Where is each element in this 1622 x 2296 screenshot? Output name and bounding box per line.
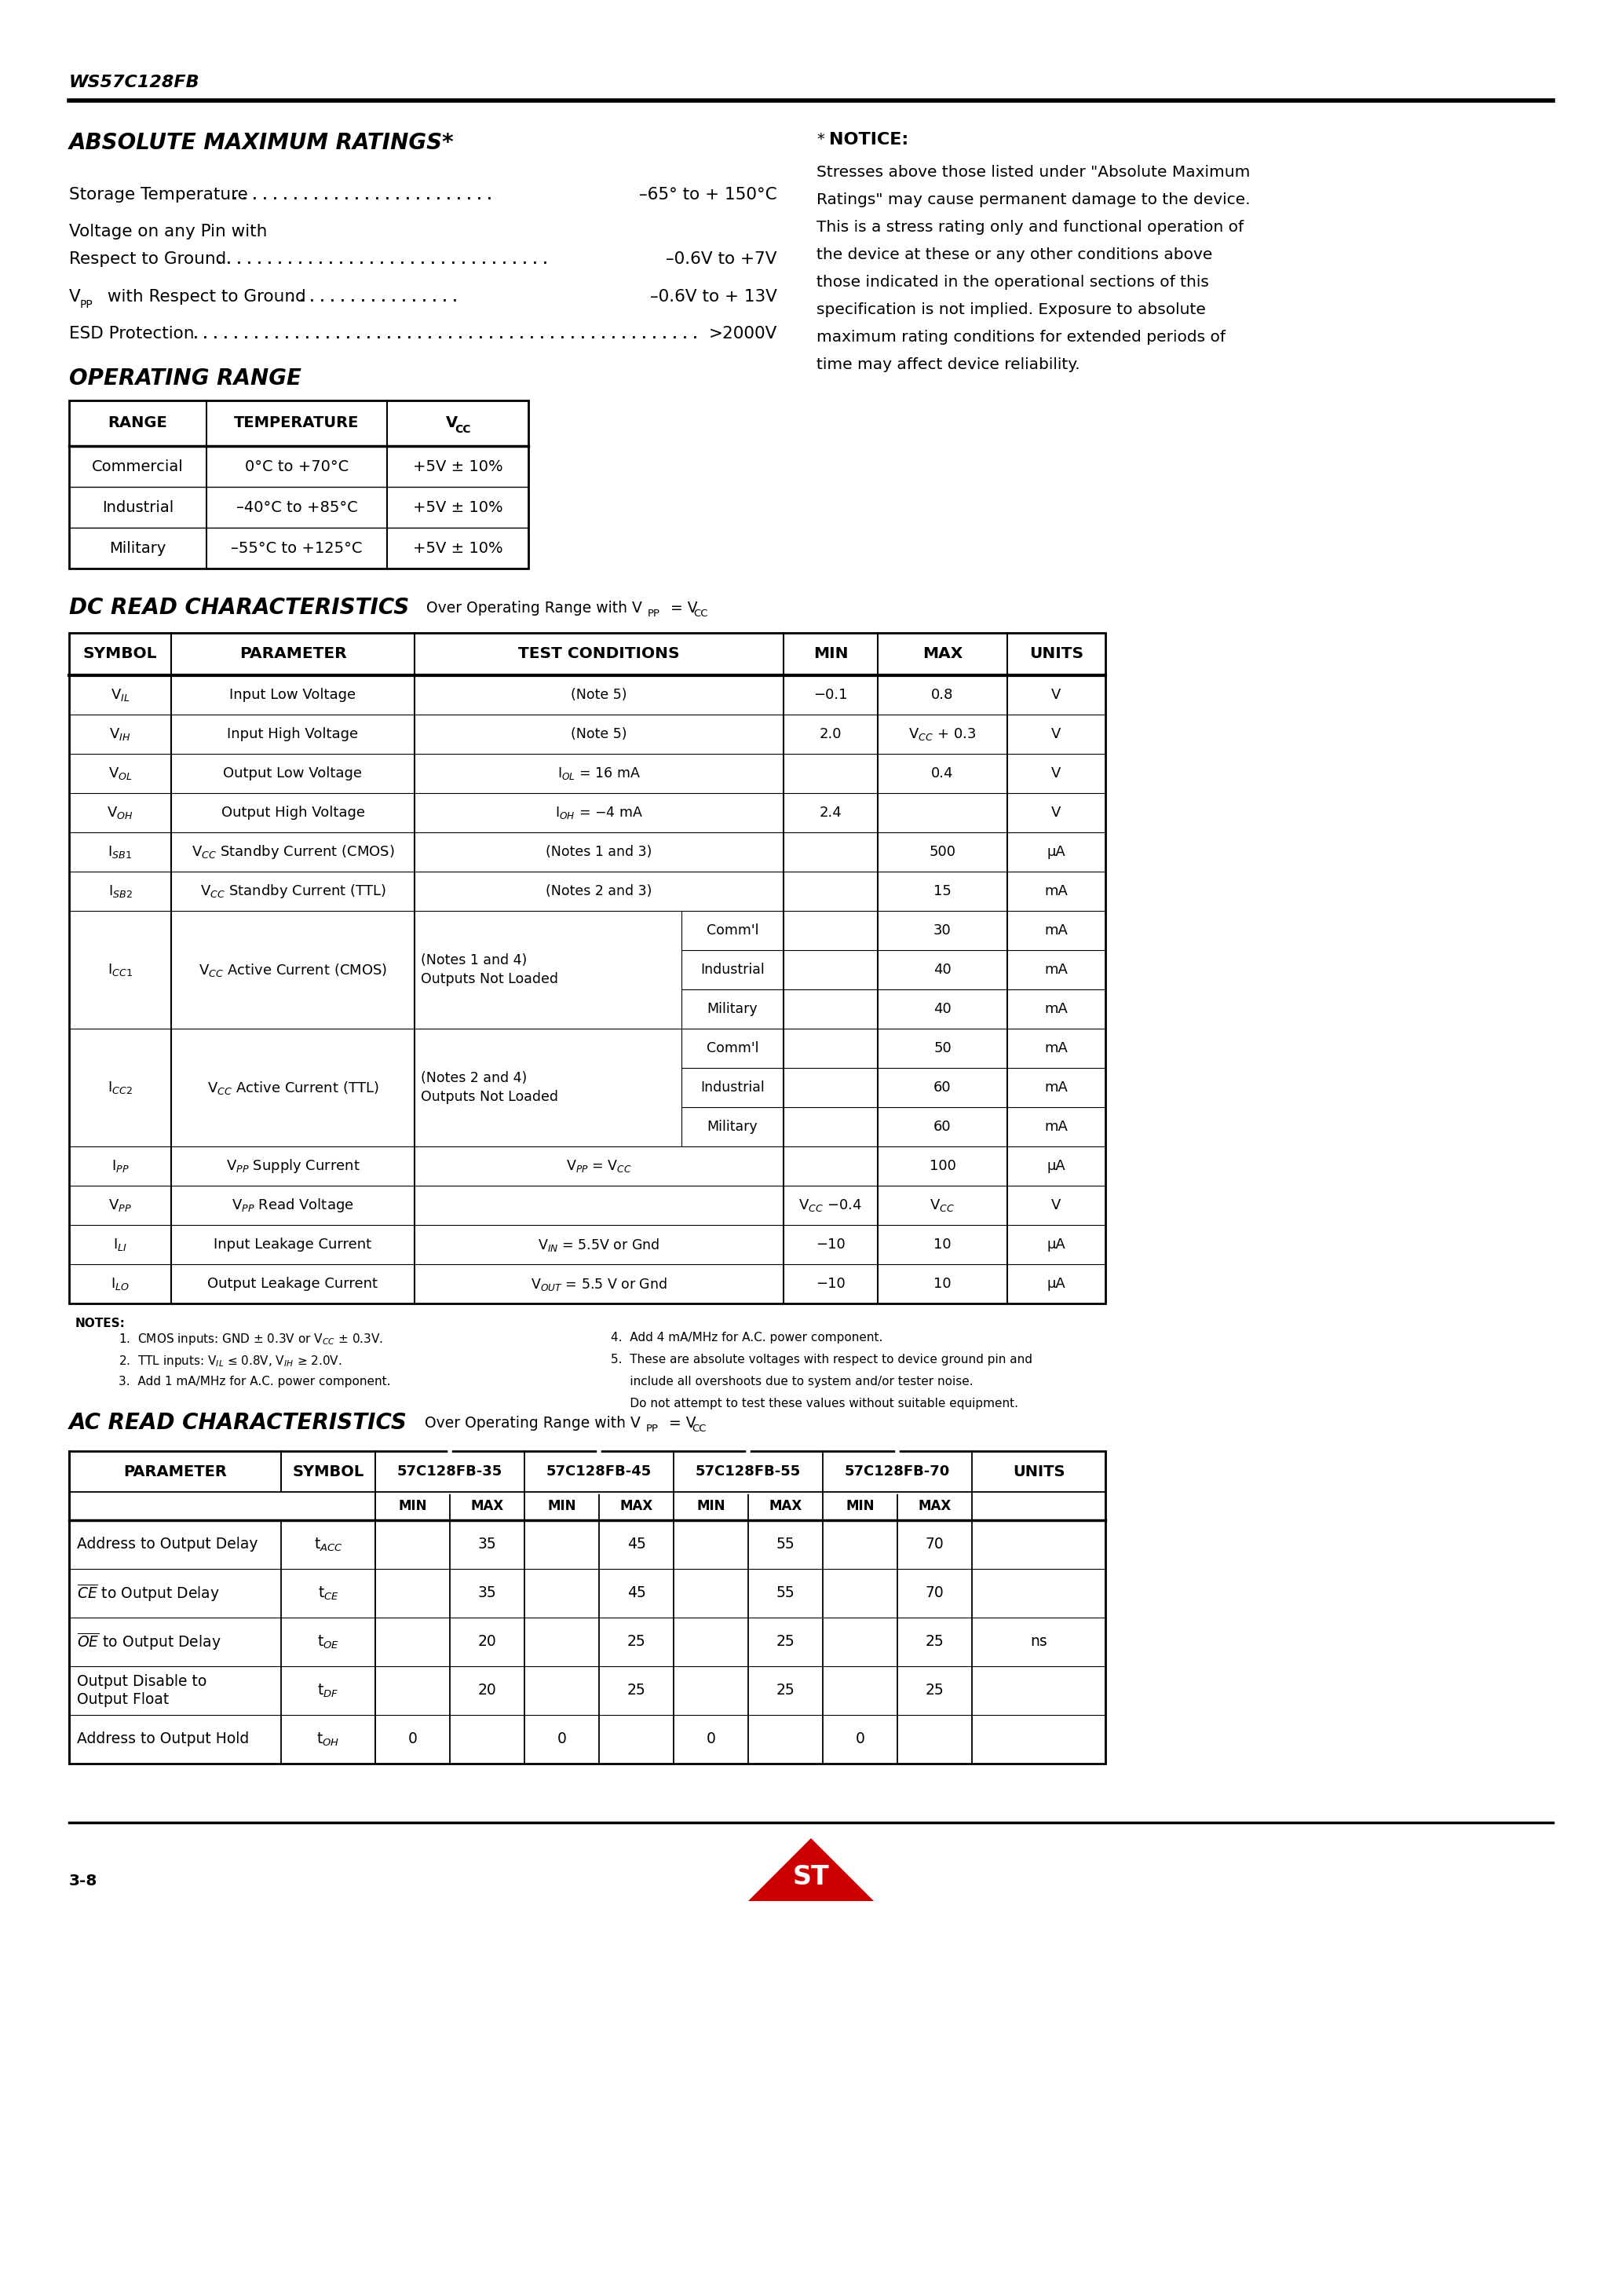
Text: μA: μA — [1048, 1277, 1066, 1290]
Text: MIN: MIN — [696, 1499, 725, 1513]
Text: with Respect to Ground: with Respect to Ground — [102, 289, 307, 305]
Text: 20: 20 — [478, 1683, 496, 1699]
Bar — [71, 1492, 373, 1520]
Text: 15: 15 — [934, 884, 952, 898]
Text: 30: 30 — [934, 923, 952, 937]
Text: −0.1: −0.1 — [814, 689, 848, 703]
Text: V: V — [1051, 689, 1061, 703]
Text: PP: PP — [647, 608, 660, 618]
Text: Industrial: Industrial — [701, 1081, 764, 1095]
Text: 70: 70 — [925, 1587, 944, 1600]
Text: Military: Military — [707, 1120, 757, 1134]
Text: Voltage on any Pin with: Voltage on any Pin with — [70, 223, 268, 239]
Polygon shape — [748, 1839, 874, 1901]
Text: Input Leakage Current: Input Leakage Current — [214, 1238, 371, 1251]
Text: t$_{ACC}$: t$_{ACC}$ — [313, 1536, 342, 1552]
Text: Input High Voltage: Input High Voltage — [227, 728, 358, 742]
Text: V$_{OL}$: V$_{OL}$ — [109, 765, 131, 781]
Text: 57C128FB-35: 57C128FB-35 — [397, 1465, 503, 1479]
Text: Output Leakage Current: Output Leakage Current — [208, 1277, 378, 1290]
Text: I$_{SB2}$: I$_{SB2}$ — [109, 884, 133, 900]
Text: DC READ CHARACTERISTICS: DC READ CHARACTERISTICS — [70, 597, 409, 618]
Text: V$_{CC}$ + 0.3: V$_{CC}$ + 0.3 — [908, 726, 976, 742]
Text: +5V ± 10%: +5V ± 10% — [412, 540, 503, 556]
Text: (Notes 1 and 4)
Outputs Not Loaded: (Notes 1 and 4) Outputs Not Loaded — [420, 953, 558, 985]
Text: −10: −10 — [816, 1277, 845, 1290]
Text: 70: 70 — [925, 1536, 944, 1552]
Bar — [70, 1451, 1106, 1763]
Text: mA: mA — [1045, 1120, 1067, 1134]
Text: I$_{LI}$: I$_{LI}$ — [114, 1238, 127, 1251]
Text: MIN: MIN — [813, 647, 848, 661]
Text: RANGE: RANGE — [109, 416, 167, 432]
Text: V$_{CC}$ Active Current (CMOS): V$_{CC}$ Active Current (CMOS) — [198, 962, 388, 978]
Text: I$_{CC2}$: I$_{CC2}$ — [107, 1079, 133, 1095]
Text: V: V — [446, 416, 457, 432]
Text: 40: 40 — [934, 962, 952, 976]
Text: 20: 20 — [478, 1635, 496, 1649]
Bar — [70, 400, 529, 569]
Text: t$_{DF}$: t$_{DF}$ — [318, 1683, 339, 1699]
Text: 57C128FB-55: 57C128FB-55 — [696, 1465, 801, 1479]
Text: 1.  CMOS inputs: GND ± 0.3V or V$_{CC}$ ± 0.3V.: 1. CMOS inputs: GND ± 0.3V or V$_{CC}$ ±… — [118, 1332, 383, 1348]
Text: (Note 5): (Note 5) — [571, 689, 628, 703]
Text: 0: 0 — [706, 1731, 715, 1747]
Text: ESD Protection: ESD Protection — [70, 326, 195, 342]
Text: ..........................: .......................... — [230, 186, 495, 202]
Text: 2.0: 2.0 — [819, 728, 842, 742]
Text: *: * — [816, 131, 824, 147]
Text: Do not attempt to test these values without suitable equipment.: Do not attempt to test these values with… — [611, 1398, 1019, 1410]
Text: mA: mA — [1045, 962, 1067, 976]
Text: Address to Output Delay: Address to Output Delay — [76, 1536, 258, 1552]
Text: 0: 0 — [556, 1731, 566, 1747]
Text: 2.4: 2.4 — [819, 806, 842, 820]
Text: 45: 45 — [628, 1536, 646, 1552]
Text: I$_{OL}$ = 16 mA: I$_{OL}$ = 16 mA — [558, 765, 641, 781]
Text: NOTICE:: NOTICE: — [829, 131, 908, 147]
Text: mA: mA — [1045, 1001, 1067, 1017]
Text: MAX: MAX — [918, 1499, 950, 1513]
Text: 3.  Add 1 mA/MHz for A.C. power component.: 3. Add 1 mA/MHz for A.C. power component… — [118, 1375, 391, 1387]
Text: t$_{OH}$: t$_{OH}$ — [316, 1731, 339, 1747]
Text: V$_{CC}$ Standby Current (CMOS): V$_{CC}$ Standby Current (CMOS) — [191, 843, 394, 861]
Text: 25: 25 — [777, 1635, 795, 1649]
Text: CC: CC — [456, 425, 472, 434]
Text: This is a stress rating only and functional operation of: This is a stress rating only and functio… — [816, 220, 1244, 234]
Text: V$_{CC}$ −0.4: V$_{CC}$ −0.4 — [798, 1199, 863, 1212]
Text: TEST CONDITIONS: TEST CONDITIONS — [519, 647, 680, 661]
Text: Over Operating Range with V: Over Operating Range with V — [427, 602, 642, 615]
Text: 57C128FB-70: 57C128FB-70 — [845, 1465, 950, 1479]
Text: NOTES:: NOTES: — [75, 1318, 125, 1329]
Text: Military: Military — [109, 540, 165, 556]
Text: MAX: MAX — [769, 1499, 801, 1513]
Text: V: V — [1051, 1199, 1061, 1212]
Text: 2.  TTL inputs: V$_{IL}$ ≤ 0.8V, V$_{IH}$ ≥ 2.0V.: 2. TTL inputs: V$_{IL}$ ≤ 0.8V, V$_{IH}$… — [118, 1355, 342, 1368]
Text: those indicated in the operational sections of this: those indicated in the operational secti… — [816, 276, 1208, 289]
Text: >2000V: >2000V — [709, 326, 777, 342]
Text: –0.6V to +7V: –0.6V to +7V — [667, 250, 777, 266]
Text: 3-8: 3-8 — [70, 1874, 97, 1890]
Text: (Notes 2 and 4)
Outputs Not Loaded: (Notes 2 and 4) Outputs Not Loaded — [420, 1072, 558, 1104]
Text: 55: 55 — [777, 1587, 795, 1600]
Text: 0: 0 — [407, 1731, 417, 1747]
Text: I$_{PP}$: I$_{PP}$ — [112, 1157, 130, 1173]
Text: I$_{OH}$ = −4 mA: I$_{OH}$ = −4 mA — [555, 806, 642, 820]
Text: MAX: MAX — [470, 1499, 504, 1513]
Text: V: V — [1051, 806, 1061, 820]
Text: 0: 0 — [855, 1731, 865, 1747]
Text: MIN: MIN — [399, 1499, 427, 1513]
Text: MIN: MIN — [547, 1499, 576, 1513]
Text: 35: 35 — [478, 1536, 496, 1552]
Text: MIN: MIN — [845, 1499, 874, 1513]
Text: Comm'l: Comm'l — [707, 1040, 759, 1056]
Text: −10: −10 — [816, 1238, 845, 1251]
Text: V$_{CC}$ Standby Current (TTL): V$_{CC}$ Standby Current (TTL) — [200, 882, 386, 900]
Text: V$_{CC}$: V$_{CC}$ — [929, 1199, 955, 1212]
Text: 0.4: 0.4 — [931, 767, 954, 781]
Text: CC: CC — [691, 1424, 706, 1433]
Text: t$_{CE}$: t$_{CE}$ — [318, 1584, 339, 1603]
Text: V$_{OUT}$ = 5.5 V or Gnd: V$_{OUT}$ = 5.5 V or Gnd — [530, 1277, 667, 1293]
Text: V$_{IL}$: V$_{IL}$ — [110, 687, 130, 703]
Text: mA: mA — [1045, 1081, 1067, 1095]
Text: Storage Temperature: Storage Temperature — [70, 186, 248, 202]
